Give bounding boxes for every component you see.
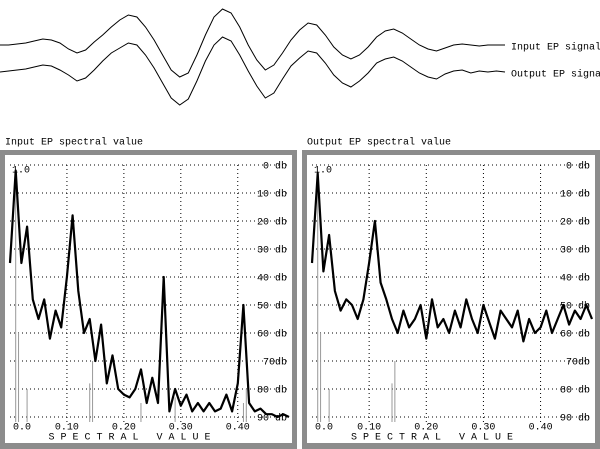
signal-line: [0, 36, 506, 106]
y-tick-label: 50 db: [257, 301, 287, 313]
y-tick-label: 40 db: [257, 273, 287, 285]
y-tick-label: 70db: [566, 357, 590, 369]
y-tick-label: 60 db: [257, 329, 287, 341]
signal-label: Input EP signal: [511, 42, 600, 54]
x-tick-label: 0.20: [112, 423, 136, 434]
y-tick-label: 0 db: [263, 161, 287, 173]
x-tick-label: 0.30: [471, 423, 495, 434]
y-tick-label: 20 db: [257, 217, 287, 229]
y-tick-label: 70db: [263, 357, 287, 369]
x-tick-label: 0.0: [315, 423, 333, 434]
panel-title: Input EP spectral value: [5, 137, 143, 149]
y-tick-label: 40 db: [560, 273, 590, 285]
x-tick-label: 0.30: [169, 423, 193, 434]
plot-area: [307, 155, 595, 443]
x-tick-label: 0.10: [55, 423, 79, 434]
y-tick-label: 0 db: [566, 161, 590, 173]
spectrum-line: [310, 172, 594, 343]
signal-label: Output EP signal: [511, 69, 600, 81]
annotation: 1.0: [12, 166, 30, 177]
y-tick-label: 60 db: [560, 329, 590, 341]
y-tick-label: 20 db: [560, 217, 590, 229]
x-tick-label: 0.0: [13, 423, 31, 434]
signal-line: [0, 8, 505, 78]
spectrum-line: [8, 169, 290, 419]
x-tick-label: 0.40: [529, 423, 553, 434]
panel-title: Output EP spectral value: [307, 137, 451, 149]
y-tick-label: 80 db: [257, 385, 287, 397]
annotation: 1.0: [314, 166, 332, 177]
x-tick-label: 0.40: [226, 423, 250, 434]
x-tick-label: 0.10: [357, 423, 381, 434]
y-tick-label: 50 db: [560, 301, 590, 313]
y-tick-label: 30 db: [257, 245, 287, 257]
y-tick-label: 90 db: [560, 413, 590, 425]
y-tick-label: 10 db: [257, 189, 287, 201]
x-tick-label: 0.20: [414, 423, 438, 434]
x-axis-label: S P E C T R A L V A L U E: [351, 433, 513, 444]
x-axis-label: S P E C T R A L V A L U E: [48, 433, 210, 444]
y-tick-label: 10 db: [560, 189, 590, 201]
y-tick-label: 30 db: [560, 245, 590, 257]
y-tick-label: 80 db: [560, 385, 590, 397]
